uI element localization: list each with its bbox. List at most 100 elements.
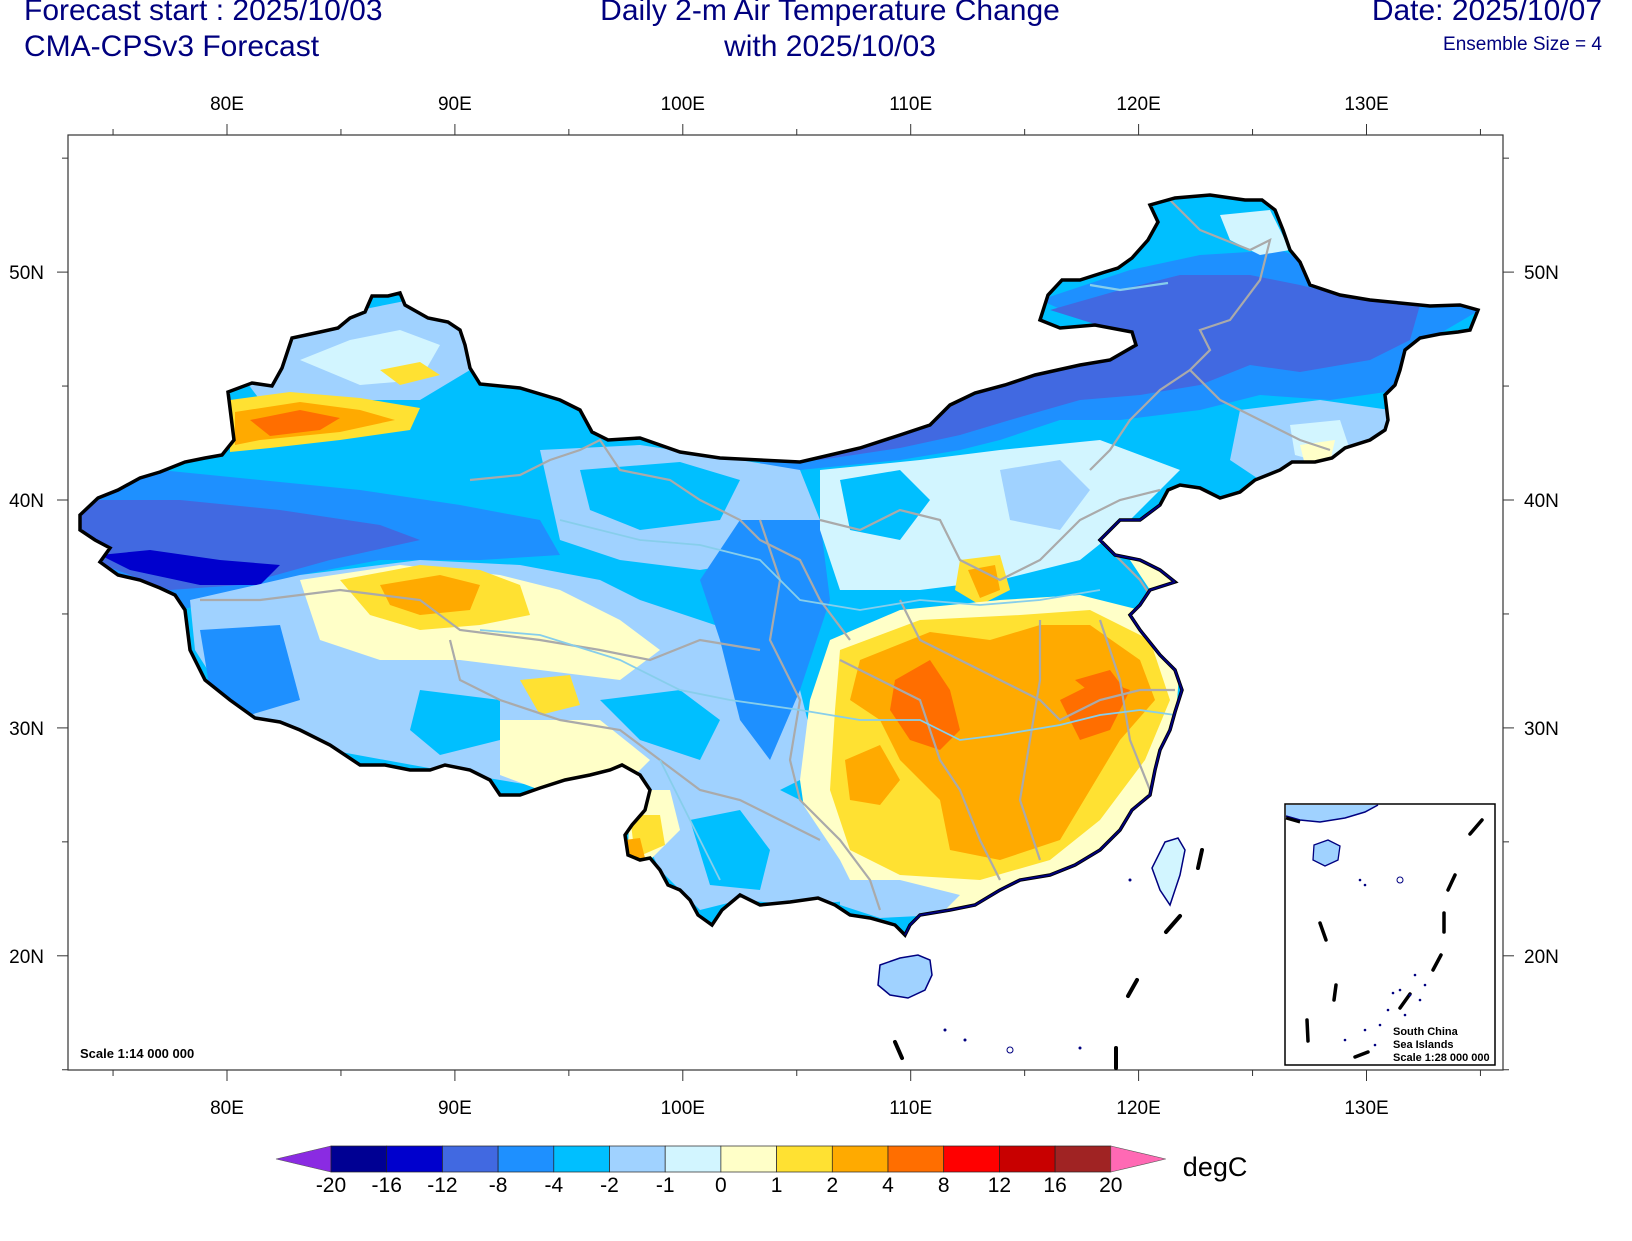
province-line (819, 488, 1161, 582)
island-dot (1363, 1028, 1367, 1032)
field-region (840, 880, 960, 918)
colorbar-unit-label: degC (1183, 1152, 1248, 1182)
province-line (899, 599, 1175, 722)
island-dot (1408, 993, 1412, 997)
island-dot (1006, 1046, 1014, 1054)
dash-segment (1431, 953, 1443, 972)
lon-label-top: 120E (1116, 94, 1160, 115)
inset-frame (1284, 803, 1496, 1066)
province-line (1018, 620, 1042, 861)
lon-label-bottom: 110E (889, 1098, 932, 1119)
dash-segment (1196, 848, 1204, 870)
dash-segment (1305, 1018, 1310, 1043)
colorbar-over-triangle (1110, 1145, 1166, 1173)
province-line (448, 639, 821, 841)
inset-dashed-boundary (1305, 818, 1484, 1059)
island-dot (1396, 876, 1404, 884)
dash-segment (1468, 818, 1484, 836)
valid-date-label: Date: 2025/10/07 (1371, 0, 1602, 27)
colorbar-under-triangle (275, 1145, 332, 1173)
island-dot (1391, 991, 1395, 995)
colorbar-tick-label: -1 (656, 1174, 675, 1197)
island-dot (1373, 1043, 1377, 1047)
field-region (1000, 460, 1090, 530)
field-region (580, 462, 740, 530)
island-dot (1403, 1013, 1407, 1017)
lat-label-left: 40N (9, 491, 44, 512)
island-dot (963, 1038, 967, 1042)
lon-label-top: 80E (210, 94, 244, 115)
lon-label-top: 100E (661, 94, 705, 115)
lon-label-top: 90E (438, 94, 472, 115)
inset-coast (1285, 804, 1379, 823)
island-dot (1423, 983, 1427, 987)
island-dot (943, 1028, 947, 1032)
lat-label-right: 20N (1524, 947, 1559, 968)
field-region (200, 625, 300, 715)
colorbar-tick-label: 1 (771, 1174, 783, 1197)
coastline (904, 581, 1183, 936)
small-islands (943, 878, 1132, 1054)
field-region (625, 838, 645, 858)
colorbar-swatch (664, 1145, 722, 1173)
inset-label-line1: South China (1393, 1026, 1459, 1038)
island-fields (877, 837, 1186, 999)
colorbar-tick-label: 16 (1043, 1174, 1066, 1197)
rivers (479, 519, 1176, 881)
province-line (200, 588, 761, 662)
field-region (820, 440, 1180, 590)
lon-label-bottom: 130E (1344, 1098, 1388, 1119)
lat-label-right: 50N (1524, 263, 1559, 284)
coastline (1098, 504, 1176, 583)
lon-label-bottom: 100E (661, 1098, 705, 1119)
inset-islands (1343, 876, 1427, 1047)
province-line (469, 438, 851, 641)
field-region (845, 745, 900, 805)
province-line (758, 519, 882, 911)
colorbar-tick-label: 20 (1099, 1174, 1122, 1197)
main-scale-label: Scale 1:14 000 000 (80, 1046, 194, 1061)
taiwan-island (1151, 837, 1186, 907)
field-region (690, 810, 770, 890)
map-axes: 80E 80E 90E 90E 100E 100E 110E 110E 120E 120E 130E… (9, 94, 1559, 1119)
island-dot (1363, 883, 1367, 887)
river-line (1089, 281, 1169, 292)
island-dot (1398, 988, 1402, 992)
field-region (600, 690, 720, 760)
colorbar-swatch (776, 1145, 833, 1173)
dashed-boundary (893, 848, 1204, 1070)
yellow-river (559, 519, 1101, 611)
lat-label-left: 20N (9, 947, 44, 968)
yangtze-river (479, 629, 1176, 741)
colorbar-tick-label: -2 (600, 1174, 619, 1197)
inset-land (1286, 805, 1378, 822)
lon-label-bottom: 120E (1116, 1098, 1160, 1119)
colorbar-tick-label: 2 (826, 1174, 838, 1197)
field-region (968, 565, 1000, 598)
forecast-start-label: Forecast start : 2025/10/03 (24, 0, 383, 27)
colorbar-swatch (1054, 1145, 1112, 1173)
model-name-label: CMA-CPSv3 Forecast (24, 30, 320, 63)
field-region (890, 660, 960, 750)
field-region (380, 575, 480, 615)
colorbar-swatch (330, 1145, 388, 1173)
colorbar-swatch (553, 1145, 610, 1173)
colorbar-swatch (497, 1145, 555, 1173)
island-dot (1078, 1046, 1082, 1050)
colorbar-swatch (442, 1145, 499, 1173)
dash-segment (1318, 921, 1328, 942)
colorbar-swatch (609, 1145, 666, 1173)
field-region (100, 550, 280, 585)
inset-border (1285, 816, 1301, 824)
field-region (520, 675, 580, 715)
lat-label-left: 30N (9, 719, 44, 740)
field-region (700, 520, 830, 760)
lon-label-top: 110E (889, 94, 932, 115)
dash-segment (1446, 873, 1457, 892)
dash-segment (1398, 992, 1412, 1010)
map-title-line1: Daily 2-m Air Temperature Change (600, 0, 1060, 27)
island-dot (1386, 1008, 1390, 1012)
lon-label-bottom: 80E (210, 1098, 244, 1119)
colorbar-tick-label: -4 (544, 1174, 563, 1197)
